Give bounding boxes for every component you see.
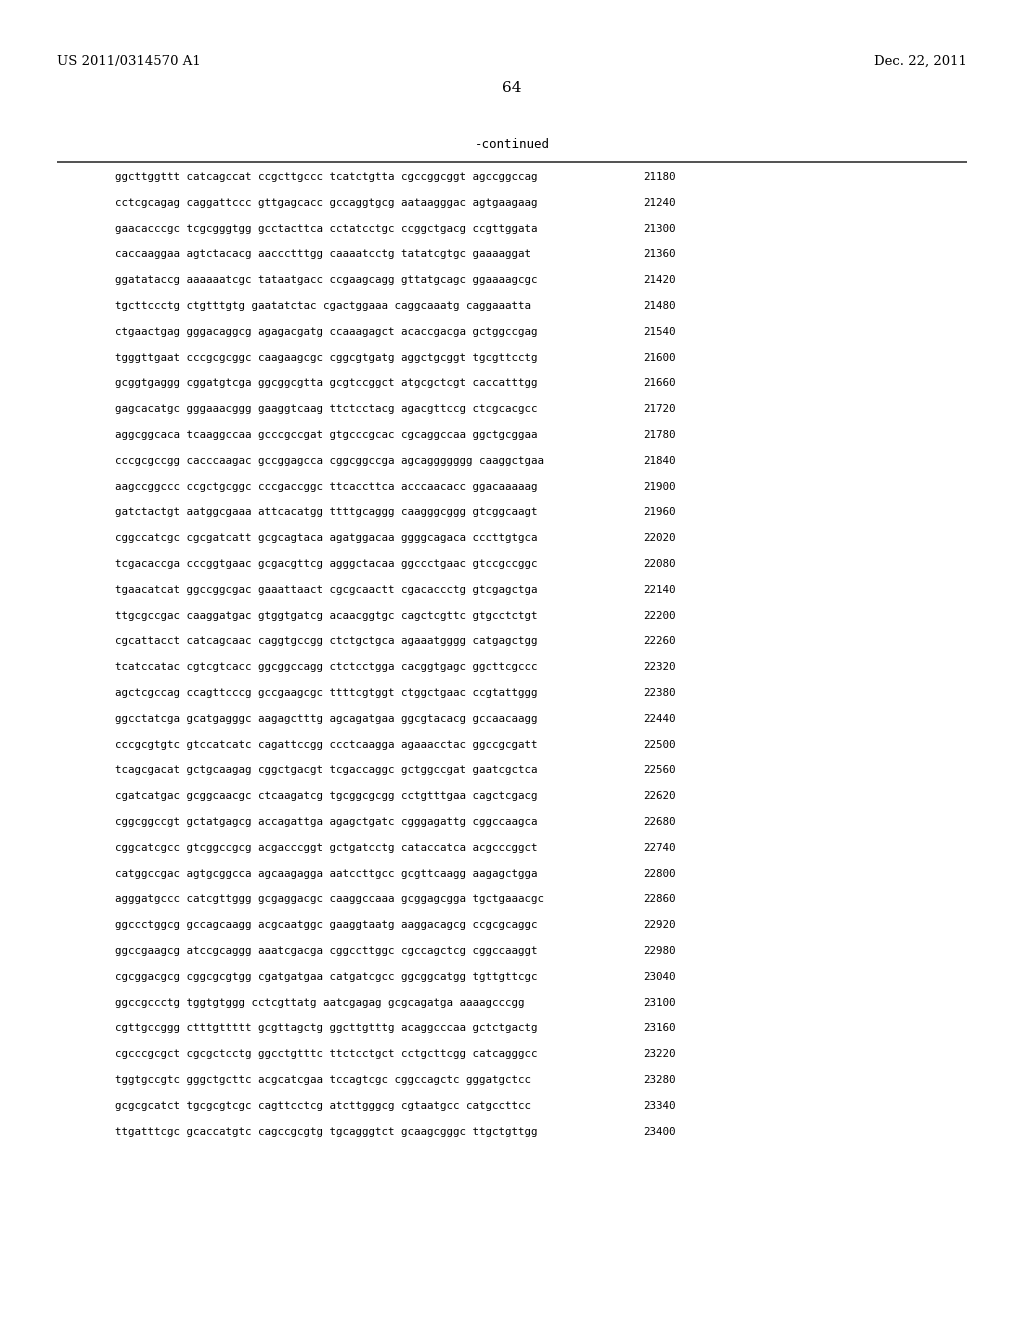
- Text: 23100: 23100: [643, 998, 676, 1007]
- Text: 21780: 21780: [643, 430, 676, 440]
- Text: cccgcgtgtc gtccatcatc cagattccgg ccctcaagga agaaacctac ggccgcgatt: cccgcgtgtc gtccatcatc cagattccgg ccctcaa…: [115, 739, 538, 750]
- Text: 21540: 21540: [643, 327, 676, 337]
- Text: ggcttggttt catcagccat ccgcttgccc tcatctgtta cgccggcggt agccggccag: ggcttggttt catcagccat ccgcttgccc tcatctg…: [115, 172, 538, 182]
- Text: tcatccatac cgtcgtcacc ggcggccagg ctctcctgga cacggtgagc ggcttcgccc: tcatccatac cgtcgtcacc ggcggccagg ctctcct…: [115, 663, 538, 672]
- Text: tgggttgaat cccgcgcggc caagaagcgc cggcgtgatg aggctgcggt tgcgttcctg: tgggttgaat cccgcgcggc caagaagcgc cggcgtg…: [115, 352, 538, 363]
- Text: cgcattacct catcagcaac caggtgccgg ctctgctgca agaaatgggg catgagctgg: cgcattacct catcagcaac caggtgccgg ctctgct…: [115, 636, 538, 647]
- Text: ggccctggcg gccagcaagg acgcaatggc gaaggtaatg aaggacagcg ccgcgcaggc: ggccctggcg gccagcaagg acgcaatggc gaaggta…: [115, 920, 538, 931]
- Text: cgatcatgac gcggcaacgc ctcaagatcg tgcggcgcgg cctgtttgaa cagctcgacg: cgatcatgac gcggcaacgc ctcaagatcg tgcggcg…: [115, 791, 538, 801]
- Text: 21600: 21600: [643, 352, 676, 363]
- Text: gcgcgcatct tgcgcgtcgc cagttcctcg atcttgggcg cgtaatgcc catgccttcc: gcgcgcatct tgcgcgtcgc cagttcctcg atcttgg…: [115, 1101, 531, 1111]
- Text: 21180: 21180: [643, 172, 676, 182]
- Text: tgaacatcat ggccggcgac gaaattaact cgcgcaactt cgacaccctg gtcgagctga: tgaacatcat ggccggcgac gaaattaact cgcgcaa…: [115, 585, 538, 595]
- Text: caccaaggaa agtctacacg aaccctttgg caaaatcctg tatatcgtgc gaaaaggat: caccaaggaa agtctacacg aaccctttgg caaaatc…: [115, 249, 531, 260]
- Text: ggccgaagcg atccgcaggg aaatcgacga cggccttggc cgccagctcg cggccaaggt: ggccgaagcg atccgcaggg aaatcgacga cggcctt…: [115, 946, 538, 956]
- Text: cgcccgcgct cgcgctcctg ggcctgtttc ttctcctgct cctgcttcgg catcagggcc: cgcccgcgct cgcgctcctg ggcctgtttc ttctcct…: [115, 1049, 538, 1059]
- Text: 22320: 22320: [643, 663, 676, 672]
- Text: 23040: 23040: [643, 972, 676, 982]
- Text: gcggtgaggg cggatgtcga ggcggcgtta gcgtccggct atgcgctcgt caccatttgg: gcggtgaggg cggatgtcga ggcggcgtta gcgtccg…: [115, 379, 538, 388]
- Text: ggatataccg aaaaaatcgc tataatgacc ccgaagcagg gttatgcagc ggaaaagcgc: ggatataccg aaaaaatcgc tataatgacc ccgaagc…: [115, 275, 538, 285]
- Text: cgcggacgcg cggcgcgtgg cgatgatgaa catgatcgcc ggcggcatgg tgttgttcgc: cgcggacgcg cggcgcgtgg cgatgatgaa catgatc…: [115, 972, 538, 982]
- Text: 22140: 22140: [643, 585, 676, 595]
- Text: cggccatcgc cgcgatcatt gcgcagtaca agatggacaa ggggcagaca cccttgtgca: cggccatcgc cgcgatcatt gcgcagtaca agatgga…: [115, 533, 538, 544]
- Text: 22440: 22440: [643, 714, 676, 723]
- Text: -continued: -continued: [474, 139, 550, 150]
- Text: ttgatttcgc gcaccatgtc cagccgcgtg tgcagggtct gcaagcgggc ttgctgttgg: ttgatttcgc gcaccatgtc cagccgcgtg tgcaggg…: [115, 1126, 538, 1137]
- Text: 22200: 22200: [643, 611, 676, 620]
- Text: 23340: 23340: [643, 1101, 676, 1111]
- Text: aagccggccc ccgctgcggc cccgaccggc ttcaccttca acccaacacc ggacaaaaag: aagccggccc ccgctgcggc cccgaccggc ttcacct…: [115, 482, 538, 491]
- Text: 22620: 22620: [643, 791, 676, 801]
- Text: ggccgccctg tggtgtggg cctcgttatg aatcgagag gcgcagatga aaaagcccgg: ggccgccctg tggtgtggg cctcgttatg aatcgaga…: [115, 998, 524, 1007]
- Text: 22020: 22020: [643, 533, 676, 544]
- Text: 22680: 22680: [643, 817, 676, 828]
- Text: 22500: 22500: [643, 739, 676, 750]
- Text: ggcctatcga gcatgagggc aagagctttg agcagatgaa ggcgtacacg gccaacaagg: ggcctatcga gcatgagggc aagagctttg agcagat…: [115, 714, 538, 723]
- Text: agctcgccag ccagttcccg gccgaagcgc ttttcgtggt ctggctgaac ccgtattggg: agctcgccag ccagttcccg gccgaagcgc ttttcgt…: [115, 688, 538, 698]
- Text: 23160: 23160: [643, 1023, 676, 1034]
- Text: ttgcgccgac caaggatgac gtggtgatcg acaacggtgc cagctcgttc gtgcctctgt: ttgcgccgac caaggatgac gtggtgatcg acaacgg…: [115, 611, 538, 620]
- Text: 22080: 22080: [643, 558, 676, 569]
- Text: 22260: 22260: [643, 636, 676, 647]
- Text: 22920: 22920: [643, 920, 676, 931]
- Text: tgcttccctg ctgtttgtg gaatatctac cgactggaaa caggcaaatg caggaaatta: tgcttccctg ctgtttgtg gaatatctac cgactgga…: [115, 301, 531, 312]
- Text: 22380: 22380: [643, 688, 676, 698]
- Text: Dec. 22, 2011: Dec. 22, 2011: [874, 55, 967, 69]
- Text: 22980: 22980: [643, 946, 676, 956]
- Text: 22800: 22800: [643, 869, 676, 879]
- Text: cgttgccggg ctttgttttt gcgttagctg ggcttgtttg acaggcccaa gctctgactg: cgttgccggg ctttgttttt gcgttagctg ggcttgt…: [115, 1023, 538, 1034]
- Text: agggatgccc catcgttggg gcgaggacgc caaggccaaa gcggagcgga tgctgaaacgc: agggatgccc catcgttggg gcgaggacgc caaggcc…: [115, 895, 544, 904]
- Text: 21900: 21900: [643, 482, 676, 491]
- Text: cggcggccgt gctatgagcg accagattga agagctgatc cgggagattg cggccaagca: cggcggccgt gctatgagcg accagattga agagctg…: [115, 817, 538, 828]
- Text: 64: 64: [502, 81, 522, 95]
- Text: 22860: 22860: [643, 895, 676, 904]
- Text: ctgaactgag gggacaggcg agagacgatg ccaaagagct acaccgacga gctggccgag: ctgaactgag gggacaggcg agagacgatg ccaaaga…: [115, 327, 538, 337]
- Text: 22560: 22560: [643, 766, 676, 775]
- Text: gagcacatgc gggaaacggg gaaggtcaag ttctcctacg agacgttccg ctcgcacgcc: gagcacatgc gggaaacggg gaaggtcaag ttctcct…: [115, 404, 538, 414]
- Text: 21360: 21360: [643, 249, 676, 260]
- Text: 21840: 21840: [643, 455, 676, 466]
- Text: tcgacaccga cccggtgaac gcgacgttcg agggctacaa ggccctgaac gtccgccggc: tcgacaccga cccggtgaac gcgacgttcg agggcta…: [115, 558, 538, 569]
- Text: tggtgccgtc gggctgcttc acgcatcgaa tccagtcgc cggccagctc gggatgctcc: tggtgccgtc gggctgcttc acgcatcgaa tccagtc…: [115, 1074, 531, 1085]
- Text: cccgcgccgg cacccaagac gccggagcca cggcggccga agcaggggggg caaggctgaa: cccgcgccgg cacccaagac gccggagcca cggcggc…: [115, 455, 544, 466]
- Text: gaacacccgc tcgcgggtgg gcctacttca cctatcctgc ccggctgacg ccgttggata: gaacacccgc tcgcgggtgg gcctacttca cctatcc…: [115, 223, 538, 234]
- Text: catggccgac agtgcggcca agcaagagga aatccttgcc gcgttcaagg aagagctgga: catggccgac agtgcggcca agcaagagga aatcctt…: [115, 869, 538, 879]
- Text: 21720: 21720: [643, 404, 676, 414]
- Text: 21480: 21480: [643, 301, 676, 312]
- Text: US 2011/0314570 A1: US 2011/0314570 A1: [57, 55, 201, 69]
- Text: 21240: 21240: [643, 198, 676, 207]
- Text: 21660: 21660: [643, 379, 676, 388]
- Text: 21420: 21420: [643, 275, 676, 285]
- Text: 23400: 23400: [643, 1126, 676, 1137]
- Text: 23280: 23280: [643, 1074, 676, 1085]
- Text: tcagcgacat gctgcaagag cggctgacgt tcgaccaggc gctggccgat gaatcgctca: tcagcgacat gctgcaagag cggctgacgt tcgacca…: [115, 766, 538, 775]
- Text: 21960: 21960: [643, 507, 676, 517]
- Text: cggcatcgcc gtcggccgcg acgacccggt gctgatcctg cataccatca acgcccggct: cggcatcgcc gtcggccgcg acgacccggt gctgatc…: [115, 842, 538, 853]
- Text: 22740: 22740: [643, 842, 676, 853]
- Text: gatctactgt aatggcgaaa attcacatgg ttttgcaggg caagggcggg gtcggcaagt: gatctactgt aatggcgaaa attcacatgg ttttgca…: [115, 507, 538, 517]
- Text: aggcggcaca tcaaggccaa gcccgccgat gtgcccgcac cgcaggccaa ggctgcggaa: aggcggcaca tcaaggccaa gcccgccgat gtgcccg…: [115, 430, 538, 440]
- Text: 21300: 21300: [643, 223, 676, 234]
- Text: 23220: 23220: [643, 1049, 676, 1059]
- Text: cctcgcagag caggattccc gttgagcacc gccaggtgcg aataagggac agtgaagaag: cctcgcagag caggattccc gttgagcacc gccaggt…: [115, 198, 538, 207]
